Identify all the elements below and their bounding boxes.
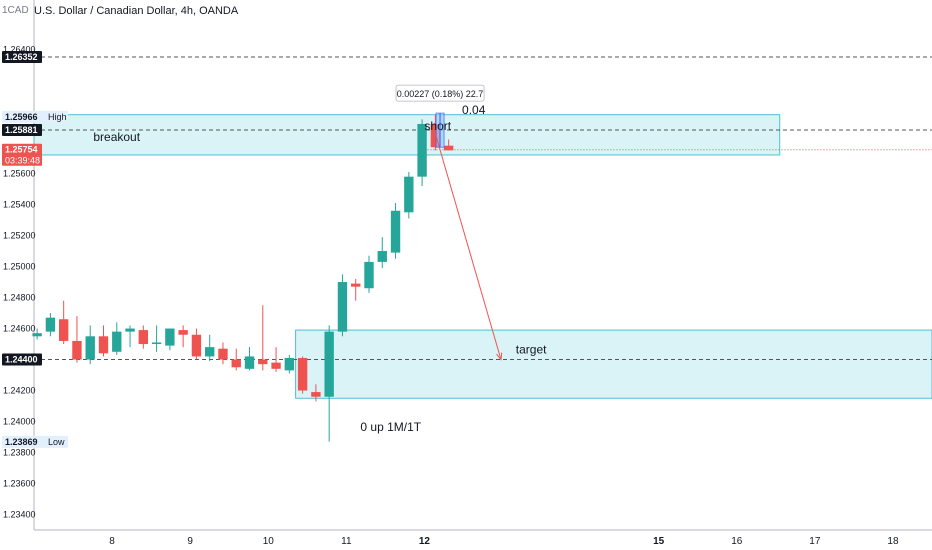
candle-body bbox=[72, 340, 82, 360]
annotation: target bbox=[516, 342, 547, 356]
zone-target bbox=[295, 329, 932, 399]
candle-body bbox=[98, 336, 109, 354]
candle-body bbox=[351, 283, 361, 287]
y-tick-label: 1.23800 bbox=[3, 448, 36, 458]
candle-body bbox=[377, 251, 387, 262]
candle-body bbox=[417, 123, 427, 177]
candle-body bbox=[311, 392, 321, 397]
candle-body bbox=[218, 348, 228, 360]
symbol-label: 1CAD bbox=[2, 5, 29, 16]
candle-body bbox=[32, 333, 42, 337]
x-tick-label: 9 bbox=[187, 536, 193, 547]
candle-body bbox=[271, 362, 281, 369]
y-tick-label: 1.23400 bbox=[3, 510, 36, 520]
x-tick-label: 8 bbox=[109, 536, 115, 547]
measure-label: 0.00227 (0.18%) 22.7 bbox=[397, 89, 484, 99]
annotation: breakout bbox=[93, 130, 140, 144]
price-badge-value: 1.25881 bbox=[5, 125, 38, 135]
price-badge-value: 1.25966 bbox=[5, 112, 38, 122]
y-tick-label: 1.24200 bbox=[3, 386, 36, 396]
candle-body bbox=[205, 347, 215, 357]
candle-body bbox=[297, 357, 308, 391]
y-tick-label: 1.25000 bbox=[3, 262, 36, 272]
candle-body bbox=[430, 123, 441, 148]
candle-body bbox=[112, 331, 122, 352]
price-badge-value: 1.23869 bbox=[5, 437, 38, 447]
candle-body bbox=[244, 356, 255, 369]
candle-body bbox=[151, 342, 162, 345]
candle-body bbox=[404, 176, 414, 213]
price-badge bbox=[2, 110, 68, 123]
y-tick-label: 1.24800 bbox=[3, 293, 36, 303]
y-tick-label: 1.25600 bbox=[3, 169, 36, 179]
y-tick-label: 1.26400 bbox=[3, 45, 36, 55]
price-badge bbox=[2, 353, 42, 366]
price-badge-value: 1.25754 bbox=[5, 145, 38, 155]
price-badge-tag: High bbox=[48, 112, 67, 122]
candle-body bbox=[337, 282, 348, 332]
x-tick-label: 17 bbox=[809, 536, 821, 547]
candle-body bbox=[58, 319, 69, 341]
price-badge-value: 1.26352 bbox=[5, 52, 38, 62]
y-tick-label: 1.24000 bbox=[3, 417, 36, 427]
price-badge-value: 1.24400 bbox=[5, 355, 38, 365]
x-tick-label: 11 bbox=[341, 536, 352, 547]
candle-body bbox=[45, 317, 56, 332]
price-badge bbox=[2, 51, 42, 64]
price-badge bbox=[2, 124, 42, 137]
candle-body bbox=[258, 359, 268, 365]
chart-title: U.S. Dollar / Canadian Dollar, 4h, OANDA bbox=[34, 5, 239, 17]
candle-body bbox=[364, 261, 374, 289]
arrow-head bbox=[496, 352, 503, 361]
candle-body bbox=[85, 336, 95, 360]
zone-breakout bbox=[33, 114, 781, 156]
measure-label-box bbox=[395, 84, 485, 102]
candle-body bbox=[178, 330, 188, 335]
y-tick-label: 1.23600 bbox=[3, 479, 36, 489]
candle-body bbox=[324, 331, 334, 397]
candle-body bbox=[125, 328, 135, 332]
x-tick-label: 18 bbox=[887, 536, 899, 547]
measure-value: 0.04 bbox=[462, 103, 486, 117]
x-tick-label: 10 bbox=[263, 536, 275, 547]
x-tick-label: 12 bbox=[419, 536, 431, 547]
price-badge-tag: Low bbox=[48, 437, 65, 447]
price-badge bbox=[2, 435, 68, 448]
x-tick-label: 16 bbox=[731, 536, 743, 547]
price-badge bbox=[2, 143, 42, 166]
candle-body bbox=[191, 334, 202, 357]
candle-body bbox=[390, 210, 401, 253]
y-tick-label: 1.25400 bbox=[3, 200, 36, 210]
candle-body bbox=[138, 330, 149, 345]
candle-body bbox=[231, 359, 241, 368]
annotation: short bbox=[424, 119, 451, 133]
y-tick-label: 1.25200 bbox=[3, 231, 36, 241]
candle-body bbox=[165, 328, 175, 346]
annotation: 0 up 1M/1T bbox=[360, 420, 421, 434]
price-badge-timer: 03:39:48 bbox=[5, 156, 40, 166]
candle-body bbox=[284, 357, 295, 371]
candle-body bbox=[443, 145, 454, 151]
short-arrow bbox=[435, 136, 502, 360]
x-tick-label: 15 bbox=[653, 536, 665, 547]
y-tick-label: 1.24600 bbox=[3, 324, 36, 334]
